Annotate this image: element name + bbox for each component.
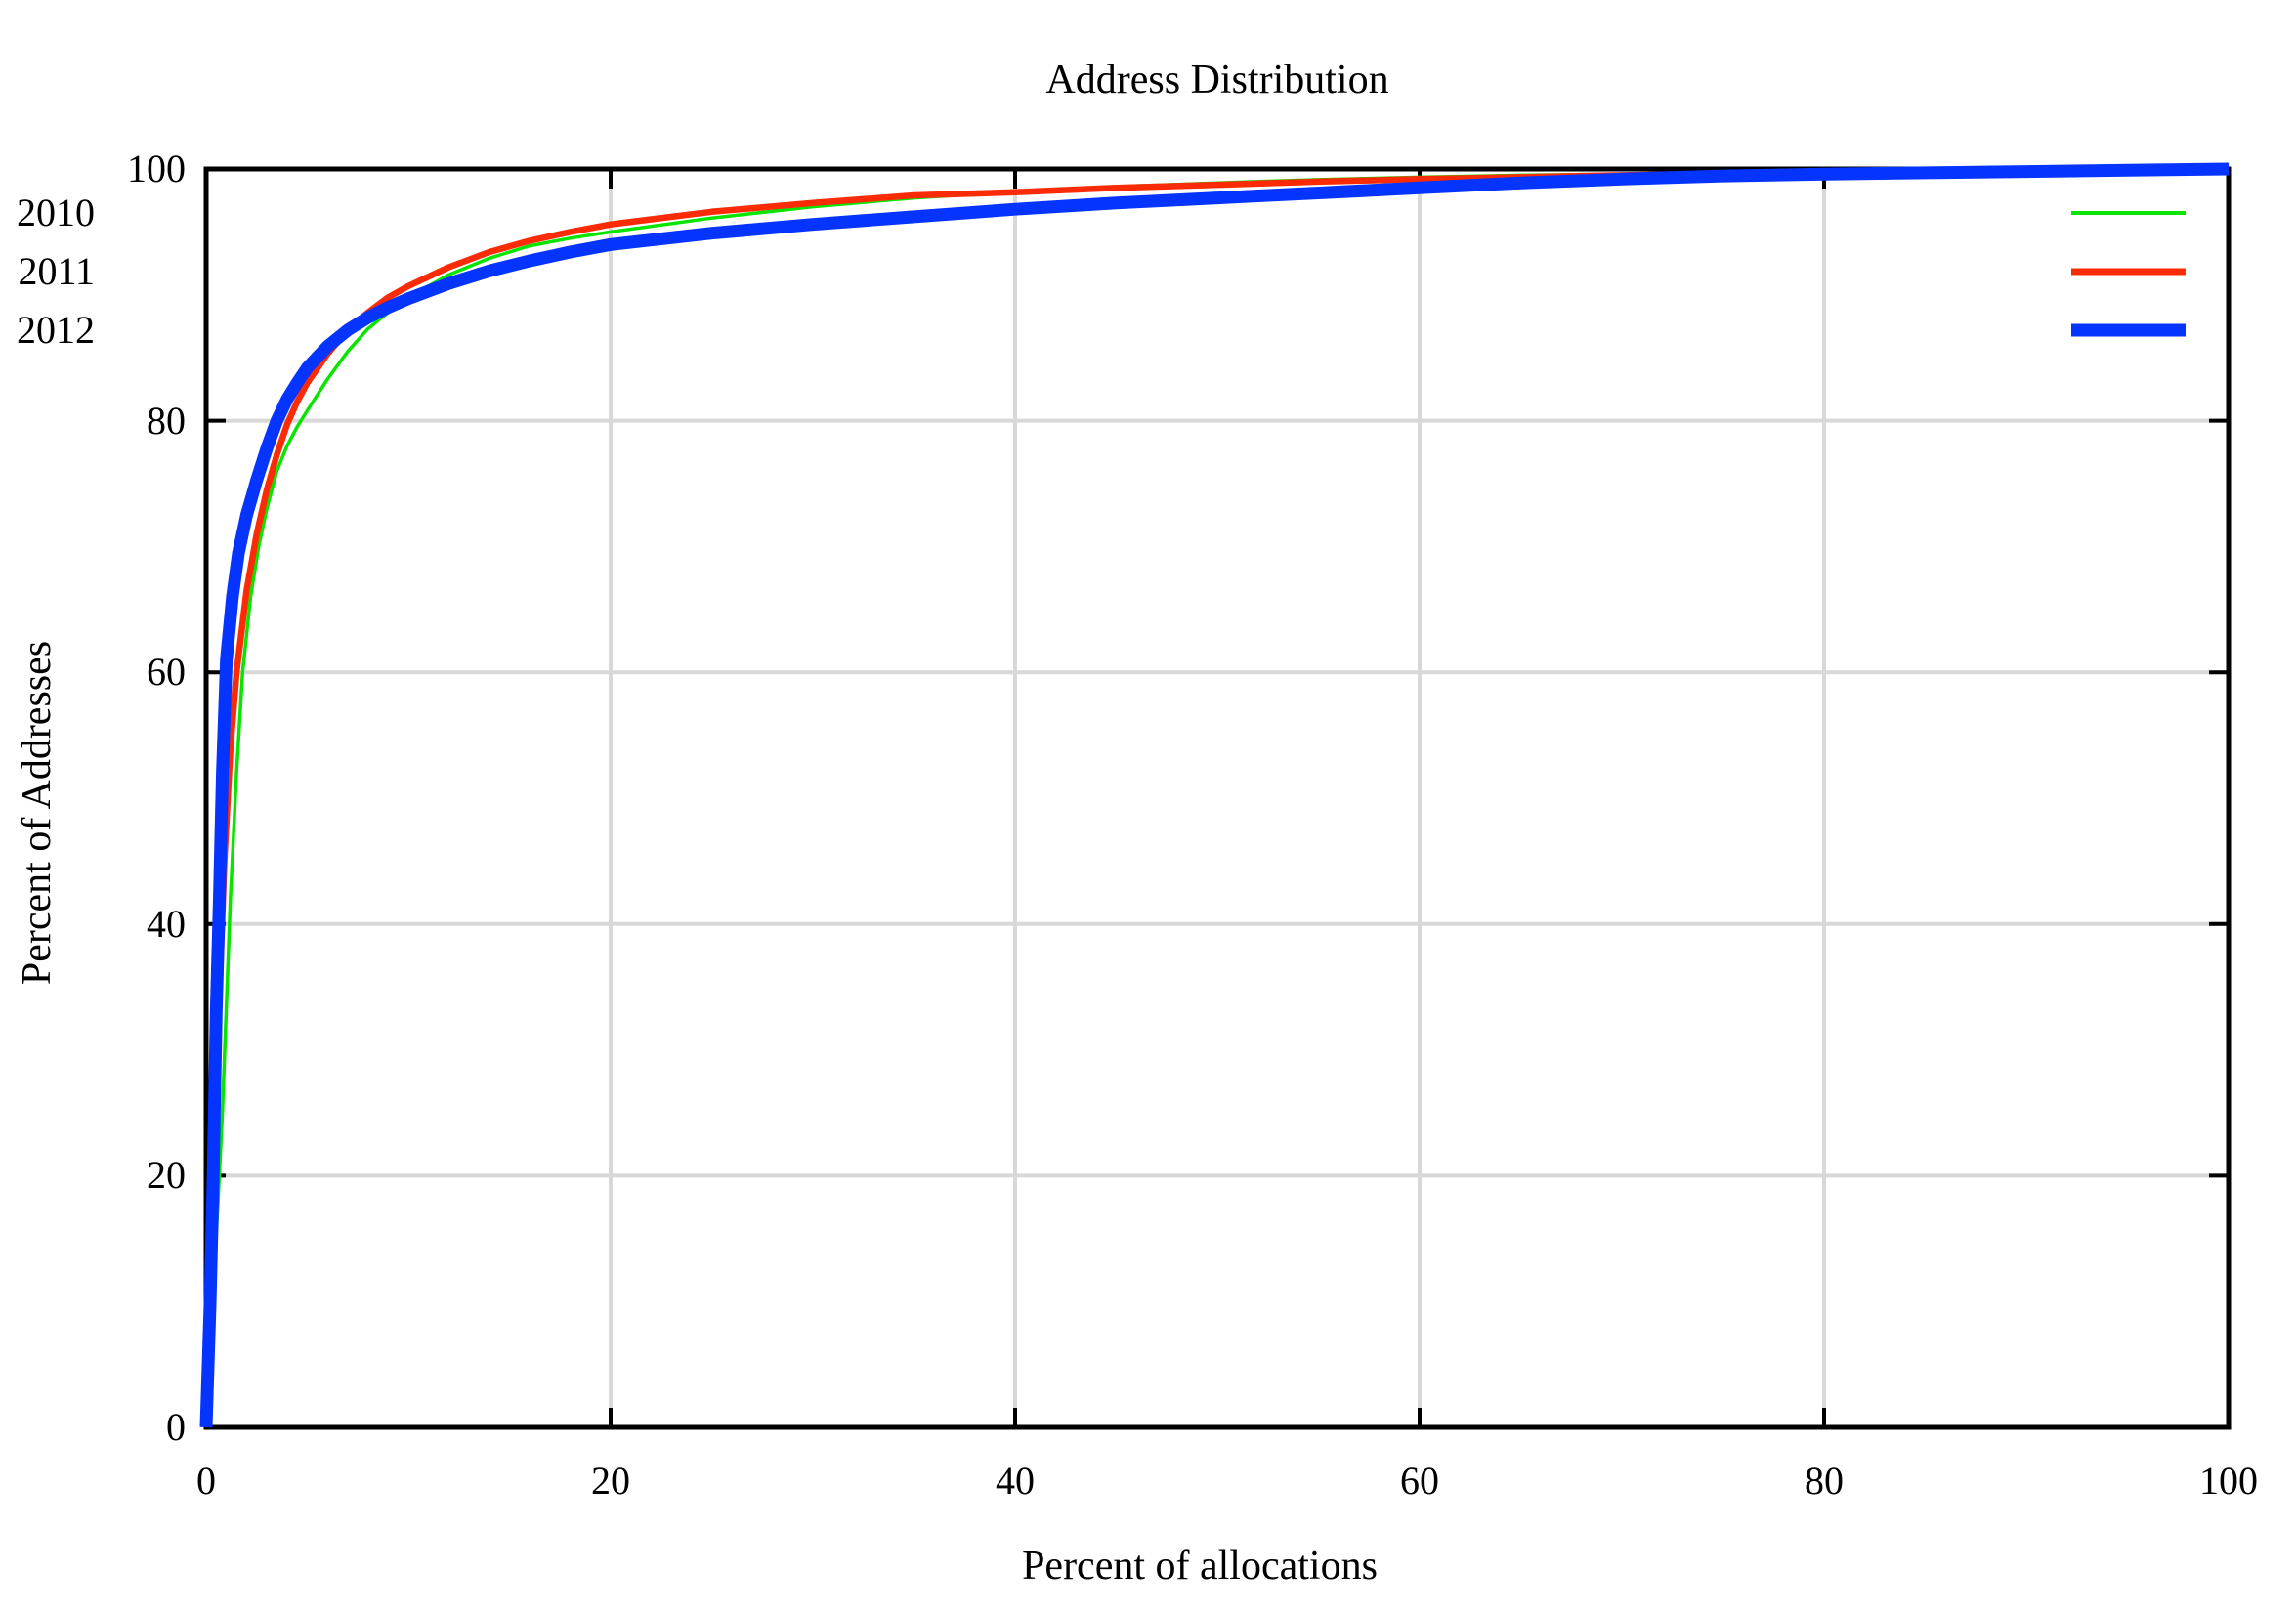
x-tick-label-60: 60 [1400, 1459, 1439, 1503]
legend-line-2012 [2071, 323, 2186, 337]
legend-label-2011: 2011 [18, 249, 95, 293]
y-tick-label-80: 80 [147, 399, 186, 443]
legend-line-2011 [2071, 268, 2186, 276]
legend-line-2010 [2071, 211, 2186, 215]
y-tick-label-40: 40 [147, 902, 186, 946]
series-line-2012 [199, 162, 2230, 1428]
x-tick-label-0: 0 [196, 1459, 216, 1503]
legend-label-2012: 2012 [17, 308, 95, 352]
y-axis-title: Percent of Addresses [15, 640, 60, 986]
x-axis-title: Percent of allocations [1022, 1544, 1378, 1589]
plot-border [203, 166, 2232, 1430]
y-tick-label-0: 0 [166, 1405, 186, 1449]
legend-label-2010: 2010 [17, 191, 95, 234]
series-line-2011 [202, 165, 2230, 1428]
x-tick-label-20: 20 [591, 1459, 630, 1503]
x-tick-label-100: 100 [2199, 1459, 2258, 1503]
x-tick-label-80: 80 [1805, 1459, 1844, 1503]
series-line-2010 [204, 167, 2230, 1428]
y-tick-label-20: 20 [147, 1153, 186, 1197]
y-tick-label-60: 60 [147, 650, 186, 694]
y-tick-label-100: 100 [127, 147, 186, 191]
chart-title: Address Distribution [1045, 58, 1389, 103]
x-tick-label-40: 40 [996, 1459, 1035, 1503]
